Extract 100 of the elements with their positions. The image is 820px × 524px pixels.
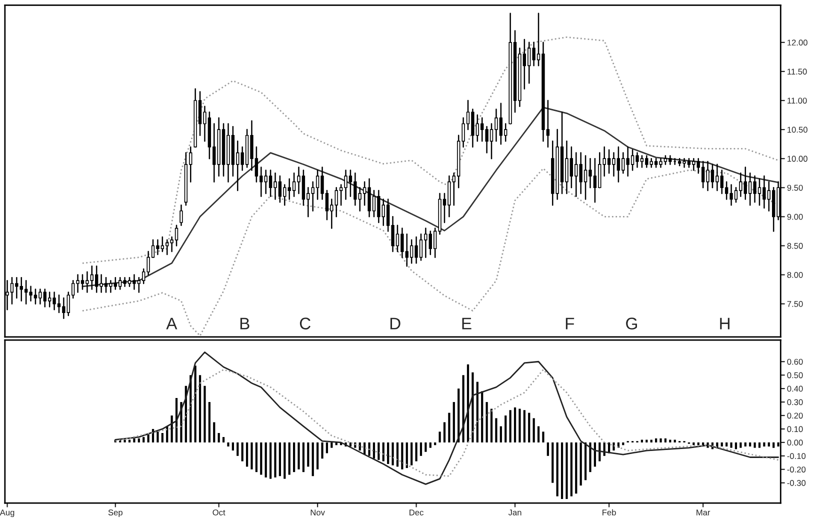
bar — [560, 442, 564, 499]
bar — [438, 432, 441, 442]
bar — [448, 412, 450, 442]
annotation: F — [566, 318, 574, 330]
bar — [552, 442, 554, 483]
y-tick-label: -0.10 — [787, 453, 806, 460]
bar — [142, 437, 145, 442]
bar — [292, 442, 296, 472]
y-tick-label: 10.50 — [788, 126, 808, 133]
bar — [476, 382, 478, 442]
bar — [566, 442, 568, 499]
bar — [518, 408, 521, 442]
bar — [401, 442, 404, 470]
bar — [542, 432, 544, 442]
bar — [396, 442, 399, 467]
annotation: E — [462, 318, 472, 330]
bar — [241, 442, 244, 462]
bar — [650, 440, 652, 442]
annotation: B — [240, 318, 250, 330]
y-tick-label: -0.20 — [787, 466, 806, 472]
bar — [358, 442, 361, 451]
x-tick-label: Aug — [0, 510, 14, 518]
annotation: C — [300, 318, 311, 330]
bar — [204, 386, 206, 442]
y-tick-label: -0.30 — [787, 480, 806, 486]
bar — [415, 442, 418, 462]
bar — [584, 442, 587, 480]
bar — [194, 366, 196, 442]
bar — [481, 391, 484, 442]
bar — [274, 442, 276, 478]
annotation: H — [720, 318, 730, 330]
bar — [523, 410, 526, 442]
line-series — [114, 369, 779, 477]
bar — [307, 442, 310, 467]
bar — [528, 412, 530, 442]
bar — [443, 422, 446, 442]
bar — [246, 442, 248, 467]
bar — [556, 442, 558, 496]
bar — [382, 442, 384, 462]
bar — [490, 408, 493, 442]
bar — [772, 442, 775, 448]
bar — [726, 442, 728, 446]
bar — [674, 440, 676, 442]
bar — [537, 426, 540, 442]
x-tick-label: Nov — [310, 510, 325, 516]
x-tick-label: Oct — [212, 510, 226, 516]
y-tick-label: 0.00 — [787, 440, 803, 446]
y-tick-label: 9.00 — [787, 214, 803, 220]
y-tick-label: 8.00 — [787, 272, 803, 278]
bar — [316, 442, 319, 470]
y-tick-label: 12.00 — [788, 40, 808, 46]
x-tick-label: Mar — [696, 510, 710, 516]
bar — [392, 442, 394, 466]
bar — [156, 432, 159, 442]
y-tick-label: 0.20 — [787, 412, 803, 419]
bar — [546, 442, 549, 456]
bar — [128, 440, 131, 442]
line-series — [114, 352, 779, 485]
bar — [734, 442, 738, 450]
bar — [368, 442, 370, 456]
bar — [410, 442, 413, 466]
bar — [198, 375, 202, 442]
bar — [236, 442, 239, 456]
bar — [495, 418, 498, 442]
bar — [664, 438, 667, 442]
bar — [580, 442, 582, 486]
bar — [654, 438, 658, 442]
bar — [312, 442, 314, 476]
bar — [227, 442, 230, 446]
bar — [330, 442, 333, 448]
bar — [278, 442, 282, 476]
bar — [669, 440, 672, 442]
bar — [763, 442, 766, 446]
bar — [424, 442, 427, 452]
bar — [264, 442, 267, 478]
bar — [269, 442, 272, 479]
bar — [321, 442, 324, 459]
bar — [509, 410, 512, 442]
bar — [500, 426, 502, 442]
y-tick-label: 0.10 — [787, 426, 803, 432]
bar — [124, 440, 126, 442]
bar — [232, 442, 234, 451]
bar — [255, 442, 258, 472]
bar — [486, 402, 488, 442]
bar — [133, 438, 136, 442]
bar — [740, 442, 742, 448]
annotation: D — [390, 318, 400, 330]
bar — [730, 442, 732, 448]
bar — [222, 437, 225, 442]
bar — [420, 442, 422, 456]
bar — [720, 442, 723, 446]
bar — [298, 442, 300, 470]
bar — [758, 442, 761, 448]
bar — [387, 442, 390, 464]
annotation: A — [166, 318, 178, 330]
bar — [213, 422, 216, 442]
bar — [749, 442, 752, 446]
bar — [218, 433, 220, 442]
bar — [660, 438, 662, 442]
bar — [284, 442, 286, 479]
